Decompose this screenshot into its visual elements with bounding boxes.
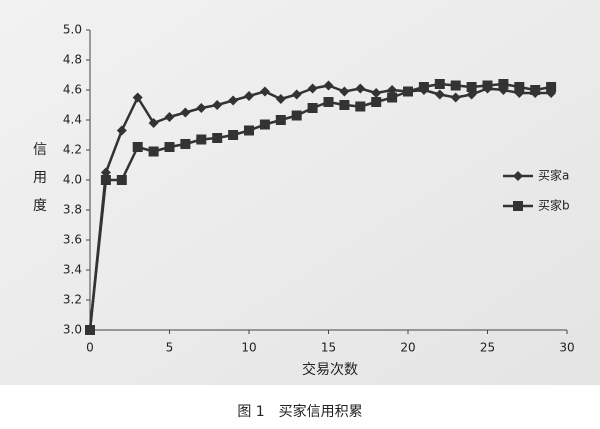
x-tick-label: 5 [166, 341, 174, 355]
data-point [355, 83, 366, 94]
y-tick-label: 4.8 [63, 53, 82, 67]
data-point [323, 80, 334, 91]
data-point [403, 86, 413, 97]
data-point [196, 134, 207, 145]
data-point [371, 88, 382, 98]
data-point [275, 94, 286, 104]
y-tick-label: 3.6 [63, 233, 82, 247]
data-point [244, 125, 254, 136]
data-point [100, 175, 111, 185]
y-tick-label: 4.2 [63, 143, 82, 157]
data-point [180, 139, 191, 149]
y-tick-label: 4.4 [63, 113, 82, 127]
data-point [546, 82, 557, 92]
data-point [291, 89, 302, 100]
y-tick-label: 3.0 [63, 323, 82, 337]
x-tick-label: 15 [321, 341, 336, 355]
data-point [498, 79, 509, 89]
x-tick-label: 0 [86, 341, 94, 355]
y-tick-label: 3.4 [63, 263, 82, 277]
data-point [339, 86, 350, 97]
data-point [148, 146, 159, 157]
data-point [323, 97, 334, 107]
data-point [418, 82, 429, 92]
x-axis-label: 交易次数 [302, 361, 358, 378]
data-point [164, 112, 175, 122]
x-tick-label: 10 [241, 341, 256, 355]
data-point [291, 110, 302, 121]
y-tick-label: 4.6 [63, 83, 82, 97]
data-point [132, 92, 143, 103]
data-point [339, 100, 350, 110]
data-point [307, 83, 318, 94]
data-point [514, 82, 525, 92]
data-point [196, 103, 207, 113]
data-point [244, 91, 254, 101]
data-point [371, 97, 382, 107]
y-tick-label: 5.0 [63, 23, 82, 37]
data-point [212, 133, 223, 143]
data-point [148, 118, 159, 128]
data-point [164, 142, 175, 152]
data-point [228, 95, 239, 106]
data-point [132, 142, 143, 152]
y-axis-label: 信用度 [33, 142, 47, 214]
y-tick-label: 4.0 [63, 173, 82, 187]
data-point [180, 107, 191, 118]
legend-label: 买家b [538, 198, 570, 213]
data-point [482, 80, 493, 91]
data-point [307, 103, 318, 113]
data-point [275, 115, 286, 125]
y-tick-label: 3.2 [63, 293, 82, 307]
data-point [434, 89, 445, 100]
data-point [530, 85, 541, 95]
data-point [450, 80, 461, 91]
data-point [116, 125, 127, 136]
legend-label: 买家a [538, 168, 569, 183]
chart-background [0, 0, 600, 385]
data-point [259, 119, 270, 130]
x-tick-label: 20 [400, 341, 415, 355]
data-point [450, 92, 461, 103]
data-point [212, 100, 223, 110]
data-point [434, 79, 445, 89]
data-point [387, 92, 398, 103]
y-tick-label: 3.8 [63, 203, 82, 217]
data-point [228, 130, 239, 140]
data-point [259, 86, 270, 97]
caption: 图 1 买家信用积累 [237, 403, 362, 420]
x-tick-label: 30 [559, 341, 574, 355]
x-tick-label: 25 [480, 341, 495, 355]
data-point [355, 101, 366, 112]
legend-marker [513, 201, 523, 211]
data-point [116, 175, 127, 185]
data-point [466, 82, 477, 92]
data-point [85, 325, 95, 335]
legend-marker [513, 171, 523, 181]
